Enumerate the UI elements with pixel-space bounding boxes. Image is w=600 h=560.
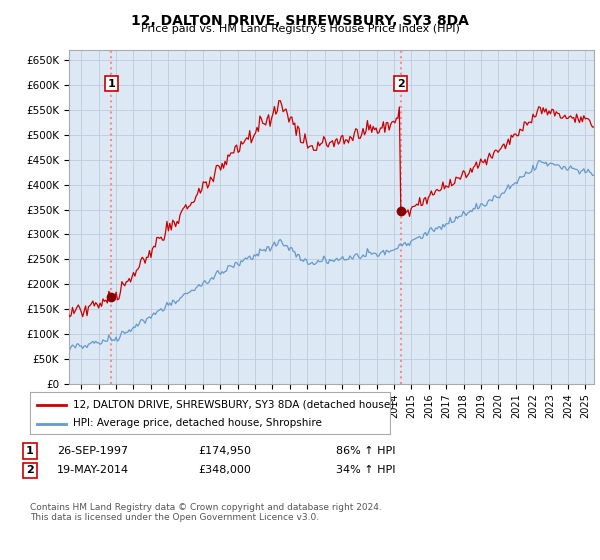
- Text: £174,950: £174,950: [198, 446, 251, 456]
- Text: 12, DALTON DRIVE, SHREWSBURY, SY3 8DA: 12, DALTON DRIVE, SHREWSBURY, SY3 8DA: [131, 14, 469, 28]
- Text: 12, DALTON DRIVE, SHREWSBURY, SY3 8DA (detached house): 12, DALTON DRIVE, SHREWSBURY, SY3 8DA (d…: [73, 400, 394, 409]
- Text: Contains HM Land Registry data © Crown copyright and database right 2024.
This d: Contains HM Land Registry data © Crown c…: [30, 503, 382, 522]
- Text: HPI: Average price, detached house, Shropshire: HPI: Average price, detached house, Shro…: [73, 418, 322, 428]
- Text: 1: 1: [26, 446, 34, 456]
- Text: Price paid vs. HM Land Registry's House Price Index (HPI): Price paid vs. HM Land Registry's House …: [140, 24, 460, 34]
- Text: 26-SEP-1997: 26-SEP-1997: [57, 446, 128, 456]
- Text: 2: 2: [397, 79, 404, 88]
- Text: 2: 2: [26, 465, 34, 475]
- Text: 34% ↑ HPI: 34% ↑ HPI: [336, 465, 395, 475]
- Text: 1: 1: [107, 79, 115, 88]
- Text: £348,000: £348,000: [198, 465, 251, 475]
- Text: 19-MAY-2014: 19-MAY-2014: [57, 465, 129, 475]
- Text: 86% ↑ HPI: 86% ↑ HPI: [336, 446, 395, 456]
